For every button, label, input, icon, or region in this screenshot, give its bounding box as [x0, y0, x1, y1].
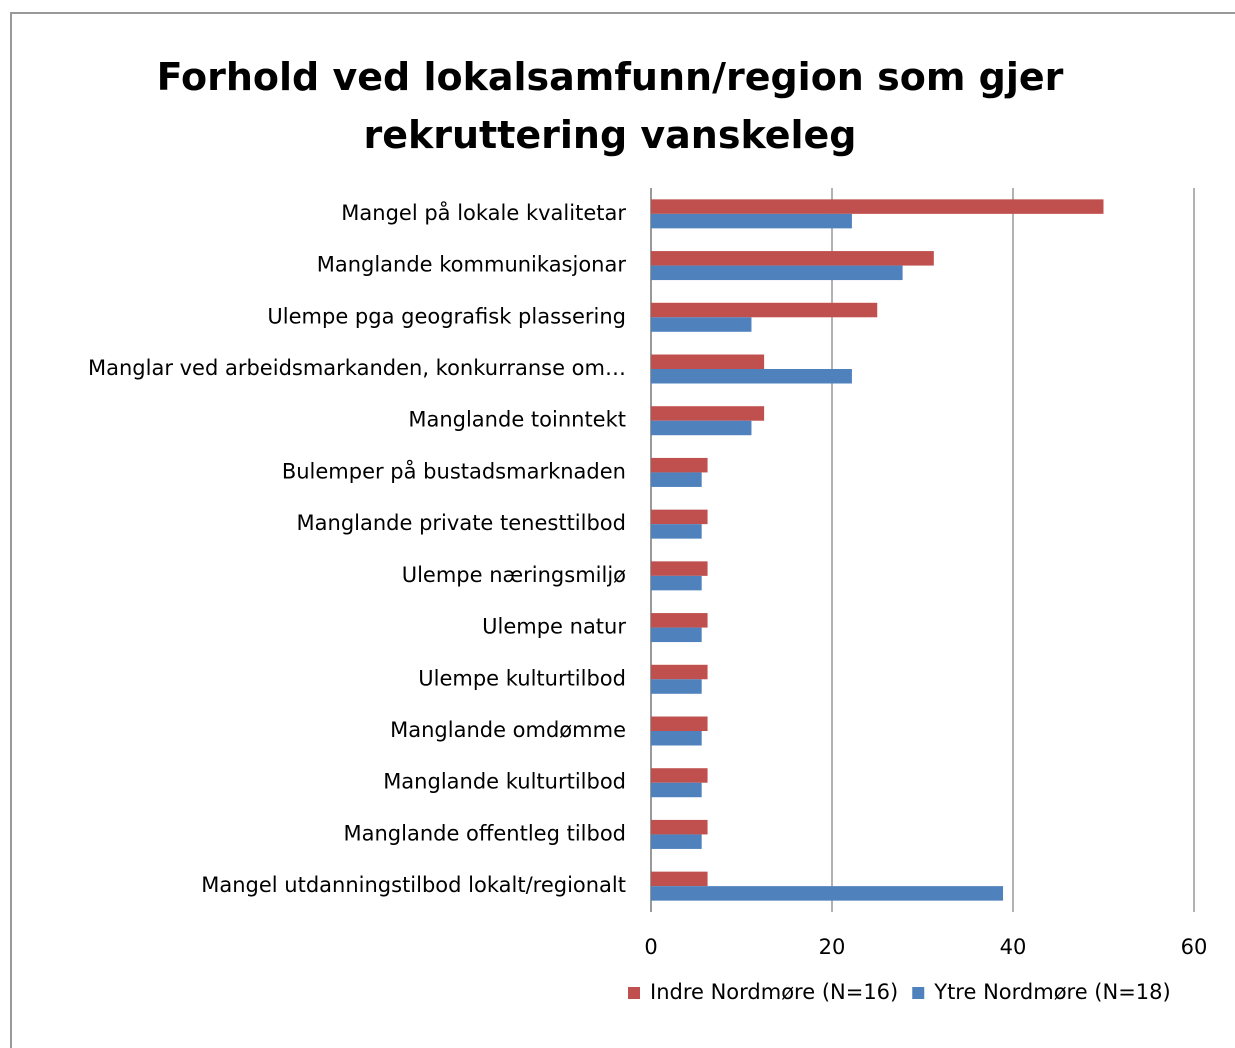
y-tick-label: Mangel på lokale kvalitetar: [341, 200, 626, 225]
x-tick-label: 20: [819, 935, 846, 959]
y-tick-label: Manglande kommunikasjonar: [317, 253, 627, 277]
y-tick-label: Ulempe kulturtilbod: [418, 666, 626, 690]
bar: [651, 199, 1104, 214]
bar: [651, 871, 708, 887]
legend-label: Indre Nordmøre (N=16): [650, 980, 898, 1004]
bar: [651, 420, 752, 436]
bar: [651, 768, 708, 783]
y-tick-label: Manglande private tenesttilbod: [297, 511, 626, 535]
y-tick-label: Manglande toinntekt: [408, 408, 626, 432]
bar: [651, 679, 702, 694]
y-tick-label: Manglande offentleg tilbod: [343, 821, 626, 845]
chart-frame: [10, 12, 1235, 1048]
bar: [651, 716, 708, 731]
y-tick-label: Manglar ved arbeidsmarkanden, konkurrans…: [88, 356, 626, 380]
bar: [651, 369, 852, 384]
legend-swatch: [628, 987, 640, 999]
bar: [651, 509, 708, 525]
y-tick-label: Bulemper på bustadsmarknaden: [282, 458, 626, 483]
bar: [651, 213, 852, 229]
bar: [651, 664, 708, 680]
y-tick-label: Ulempe pga geografisk plassering: [267, 304, 626, 328]
y-tick-label: Manglande kulturtilbod: [383, 770, 626, 794]
bar: [651, 524, 702, 539]
chart-title: Forhold ved lokalsamfunn/region som gjer…: [156, 55, 1064, 157]
legend-swatch: [912, 987, 925, 999]
bar: [651, 834, 702, 849]
bar: [651, 317, 752, 332]
x-tick-label: 60: [1181, 935, 1208, 959]
bar: [651, 354, 765, 369]
bar: [651, 731, 702, 746]
bar: [651, 627, 702, 643]
bar: [651, 302, 878, 318]
bar: [651, 575, 702, 591]
y-tick-label: Ulempe næringsmiljø: [402, 563, 626, 587]
bar: [651, 613, 708, 628]
y-tick-label: Ulempe natur: [482, 615, 626, 639]
y-tick-label: Manglande omdømme: [390, 718, 626, 742]
bar: [651, 406, 765, 421]
bar: [651, 886, 1004, 901]
x-tick-label: 40: [1000, 935, 1027, 959]
x-tick-label: 0: [644, 935, 657, 959]
bar: [651, 561, 708, 576]
bar: [651, 265, 903, 281]
bar: [651, 457, 708, 473]
bar: [651, 782, 702, 798]
bar: [651, 819, 708, 835]
bar: [651, 251, 934, 266]
legend-label: Ytre Nordmøre (N=18): [933, 980, 1170, 1004]
bar: [651, 472, 702, 487]
y-tick-label: Mangel utdanningstilbod lokalt/regionalt: [201, 873, 626, 897]
